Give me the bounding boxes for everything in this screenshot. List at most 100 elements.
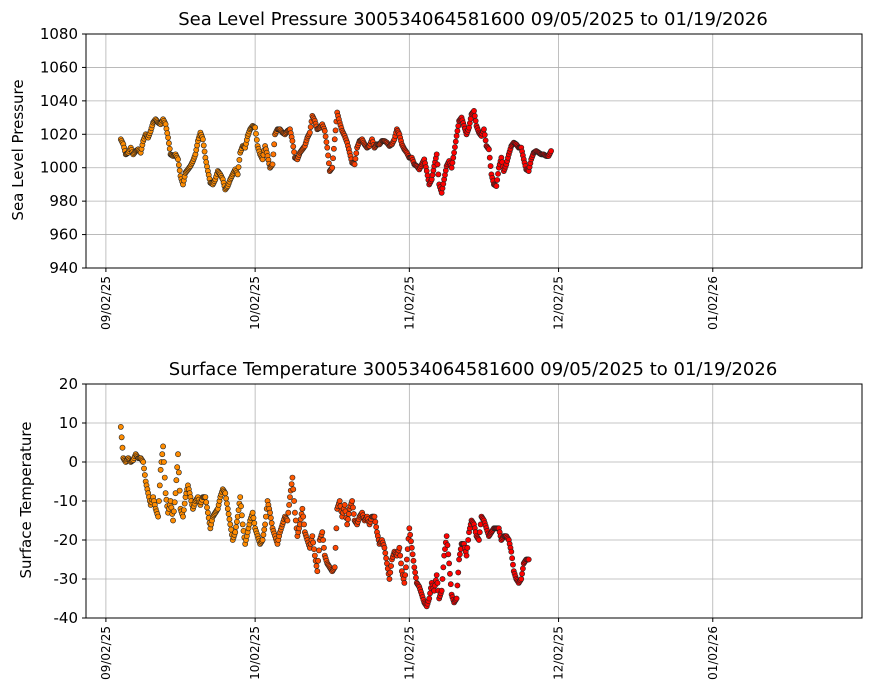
data-point — [449, 159, 456, 166]
data-point — [452, 138, 459, 145]
x-tick-label: 10/02/25 — [248, 276, 262, 330]
data-point — [313, 563, 320, 569]
data-point — [271, 141, 278, 148]
data-point — [453, 133, 460, 139]
data-point — [445, 551, 452, 558]
data-point — [157, 466, 164, 473]
data-point — [287, 494, 293, 500]
y-tick-label: -10 — [54, 492, 79, 510]
data-point — [333, 525, 340, 532]
x-axis-ticks: 09/02/25 10/02/25 11/02/25 12/02/25 01/02/26 — [99, 268, 720, 330]
data-point — [454, 582, 461, 589]
data-point — [426, 595, 433, 602]
data-point — [316, 547, 322, 554]
data-point — [525, 556, 532, 563]
data-point — [443, 533, 450, 539]
data-point — [171, 499, 178, 506]
data-point — [315, 557, 322, 564]
data-point — [161, 474, 168, 481]
data-point — [311, 552, 318, 559]
data-point — [401, 580, 408, 586]
y-tick-label: 1020 — [40, 125, 78, 143]
data-point — [464, 544, 471, 551]
data-point — [267, 515, 274, 521]
data-point — [412, 569, 419, 576]
data-point — [494, 177, 501, 183]
data-point — [325, 152, 331, 159]
data-point — [156, 482, 163, 489]
data-point — [289, 138, 296, 144]
data-point — [371, 513, 378, 520]
y-tick-label: 20 — [59, 375, 78, 393]
data-point — [409, 551, 416, 558]
data-point — [292, 517, 299, 524]
data-point — [159, 451, 166, 458]
data-points — [117, 107, 554, 196]
data-point — [233, 524, 239, 530]
data-point — [481, 126, 487, 133]
data-point — [321, 544, 327, 551]
data-point — [285, 509, 292, 516]
data-point — [314, 568, 321, 575]
surface-temperature-chart: Surface Temperature 300534064581600 09/0… — [17, 359, 863, 680]
data-point — [310, 539, 317, 546]
data-point — [306, 129, 313, 136]
data-point — [249, 509, 256, 516]
data-point — [260, 531, 267, 538]
data-point — [520, 565, 526, 572]
data-point — [176, 167, 183, 174]
data-point — [204, 509, 211, 516]
data-point — [434, 161, 441, 168]
data-point — [406, 525, 413, 532]
data-point — [493, 183, 500, 189]
data-point — [331, 136, 338, 143]
chart-title: Sea Level Pressure 300534064581600 09/05… — [178, 9, 768, 30]
data-point — [239, 521, 246, 528]
data-point — [259, 537, 266, 543]
data-point — [253, 136, 260, 143]
data-point — [236, 157, 243, 163]
y-tick-label: 940 — [49, 259, 78, 277]
y-tick-label: -20 — [54, 531, 79, 549]
data-point — [519, 570, 525, 577]
data-point — [233, 518, 240, 525]
data-point — [344, 521, 351, 528]
data-point — [227, 521, 234, 528]
data-point — [180, 507, 187, 513]
data-point — [408, 538, 414, 545]
data-point — [353, 150, 360, 157]
data-point — [373, 524, 380, 530]
data-point — [450, 154, 457, 161]
data-point — [434, 580, 441, 586]
data-point — [396, 544, 403, 551]
data-point — [238, 503, 244, 510]
data-point — [238, 512, 245, 519]
data-point — [444, 542, 451, 549]
data-point — [202, 494, 209, 500]
data-point — [175, 451, 181, 458]
data-point — [252, 124, 259, 131]
data-point — [269, 161, 276, 168]
data-point — [487, 163, 494, 169]
data-point — [435, 171, 442, 178]
data-point — [160, 443, 166, 450]
data-point — [268, 520, 275, 526]
data-point — [165, 134, 171, 141]
data-point — [251, 520, 258, 526]
data-point — [330, 155, 336, 162]
data-point — [201, 148, 208, 155]
data-point — [175, 156, 181, 163]
data-point — [482, 137, 489, 144]
data-point — [433, 151, 440, 158]
data-point — [203, 499, 210, 506]
y-tick-label: -40 — [54, 609, 79, 627]
data-point — [332, 544, 339, 551]
y-axis-label: Sea Level Pressure — [9, 79, 27, 220]
data-point — [292, 509, 298, 516]
data-point — [119, 444, 126, 451]
data-point — [508, 548, 515, 555]
data-point — [181, 500, 188, 507]
data-point — [301, 521, 307, 528]
